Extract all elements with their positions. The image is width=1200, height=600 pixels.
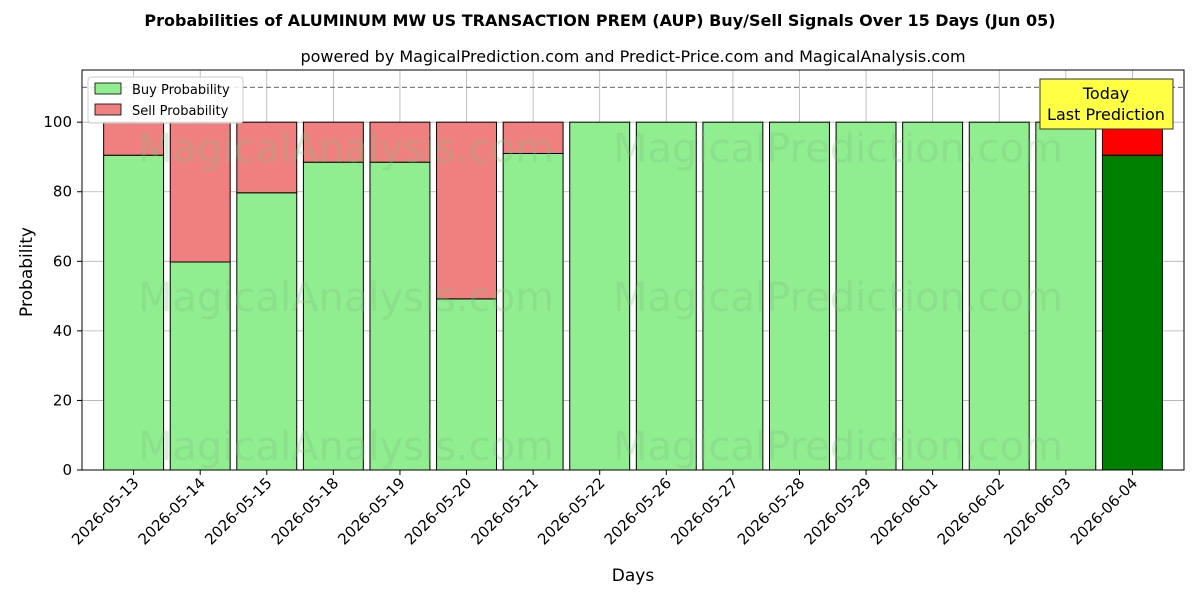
buy-bar — [769, 121, 830, 471]
x-tick-label: 2026-05-19 — [334, 474, 408, 548]
x-tick-label: 2026-05-18 — [268, 474, 342, 548]
buy-bar — [569, 121, 631, 471]
y-tick-label: 60 — [53, 252, 72, 270]
watermark-text: MagicalAnalysis.com — [138, 126, 554, 172]
annotation-box — [1039, 78, 1174, 130]
buy-bar — [1035, 121, 1097, 471]
bars — [103, 121, 1163, 471]
y-tick-label: 40 — [53, 322, 72, 340]
watermark-text: MagicalAnalysis.com — [138, 424, 554, 470]
legend: Buy Probability Sell Probability — [87, 76, 244, 124]
y-tick-label: 100 — [43, 113, 72, 131]
watermark-text: MagicalPrediction.com — [613, 126, 1063, 172]
buy-bar — [835, 121, 897, 471]
watermark-text: MagicalPrediction.com — [613, 424, 1063, 470]
x-tick-label: 2026-06-02 — [934, 474, 1008, 548]
x-axis: 2026-05-132026-05-142026-05-152026-05-18… — [68, 470, 1141, 548]
x-tick-label: 2026-05-13 — [68, 474, 142, 548]
annotation-line-1: Today — [1082, 84, 1129, 103]
buy-bar — [236, 192, 298, 471]
chart-subtitle: powered by MagicalPrediction.com and Pre… — [300, 47, 965, 66]
legend-label-sell: Sell Probability — [132, 104, 229, 119]
x-tick-label: 2026-05-28 — [734, 474, 808, 548]
plot-frame — [81, 69, 1185, 471]
x-tick-label: 2026-05-26 — [601, 474, 675, 548]
sell-bar — [236, 121, 298, 194]
buy-bar — [302, 161, 364, 471]
buy-bar — [635, 121, 697, 471]
x-tick-label: 2026-05-15 — [201, 474, 275, 548]
y-tick-label: 0 — [62, 461, 72, 479]
watermark-text: MagicalPrediction.com — [613, 275, 1063, 321]
sell-bar — [436, 121, 497, 300]
x-tick-label: 2026-05-27 — [667, 474, 741, 548]
legend-swatch-sell — [94, 103, 122, 116]
x-tick-label: 2026-06-04 — [1067, 474, 1141, 548]
buy-bar — [1101, 154, 1163, 471]
x-tick-label: 2026-05-14 — [135, 474, 209, 548]
buy-bar — [436, 298, 497, 471]
annotation-line-2: Last Prediction — [1047, 105, 1165, 124]
x-tick-label: 2026-05-21 — [468, 474, 542, 548]
legend-box — [87, 76, 244, 124]
y-axis-label: Probability — [17, 227, 37, 317]
today-annotation: Today Last Prediction — [1039, 78, 1174, 130]
x-tick-label: 2026-05-29 — [801, 474, 875, 548]
sell-bar — [302, 121, 364, 163]
buy-bar — [169, 261, 231, 471]
x-axis-label: Days — [612, 566, 655, 586]
y-axis: 0 20 40 60 80 100 — [43, 113, 82, 479]
x-tick-label: 2026-05-22 — [534, 474, 608, 548]
y-tick-label: 80 — [53, 183, 72, 201]
x-tick-label: 2026-06-03 — [1000, 474, 1074, 548]
chart-title: Probabilities of ALUMINUM MW US TRANSACT… — [144, 11, 1055, 30]
buy-bar — [902, 121, 964, 471]
watermark-text: MagicalAnalysis.com — [138, 275, 554, 321]
legend-label-buy: Buy Probability — [132, 83, 230, 98]
x-tick-label: 2026-05-20 — [401, 474, 475, 548]
sell-bar — [369, 121, 431, 163]
buy-bar — [702, 121, 764, 471]
legend-swatch-buy — [94, 82, 122, 95]
sell-bar — [502, 121, 564, 154]
watermarks: MagicalAnalysis.com MagicalPrediction.com… — [138, 126, 1063, 470]
buy-bar — [369, 161, 431, 471]
y-tick-label: 20 — [53, 391, 72, 409]
buy-bar — [968, 121, 1030, 471]
x-tick-label: 2026-06-01 — [867, 474, 941, 548]
buy-bar — [502, 152, 564, 471]
